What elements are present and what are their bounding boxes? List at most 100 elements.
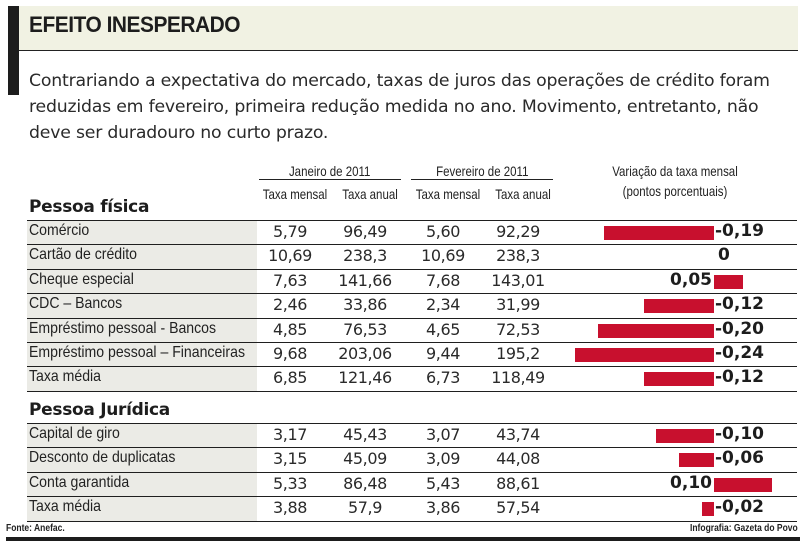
cell-jan-mensal: 2,46 [272, 295, 308, 315]
cell-fev-mensal: 5,60 [425, 222, 461, 241]
variation-bar [644, 299, 714, 314]
table-row: Cartão de crédito 10,69 238,3 10,69 238,3 0 [27, 244, 797, 269]
cell-jan-mensal: 3,15 [272, 449, 308, 469]
table-row: Capital de giro 3,17 45,43 3,07 43,74 -0,10 [27, 423, 797, 448]
cell-jan-mensal: 9,68 [272, 343, 308, 363]
variation-bar [679, 453, 714, 468]
variation-label: 0,05 [670, 269, 712, 290]
cell-jan-anual: 121,46 [338, 368, 392, 388]
cell-fev-mensal: 3,86 [425, 498, 461, 518]
cell-fev-anual: 238,3 [496, 246, 540, 266]
variation-label: -0,06 [715, 448, 764, 469]
row-label-cell: Conta garantida [27, 472, 257, 497]
jan-group-header: Janeiro de 2011 [259, 163, 401, 180]
table-row: Taxa média 3,88 57,9 3,86 57,54 -0,02 [27, 496, 797, 522]
cell-fev-mensal: 9,44 [425, 343, 461, 363]
cell-jan-mensal: 5,79 [272, 222, 308, 241]
variation-bar [702, 502, 714, 517]
row-label-cell: Cheque especial [27, 269, 257, 294]
row-label: Capital de giro [29, 425, 120, 442]
variation-bar [574, 347, 714, 362]
cell-fev-anual: 88,61 [496, 473, 540, 493]
row-label-cell: Taxa média [27, 367, 257, 391]
cell-jan-mensal: 4,85 [272, 319, 308, 339]
cell-fev-mensal: 3,07 [425, 425, 461, 444]
row-label: CDC – Bancos [29, 295, 123, 313]
row-label-cell: Comércio [27, 221, 257, 245]
variation-bar [644, 372, 714, 387]
cell-fev-mensal: 7,68 [425, 270, 461, 290]
row-label: Empréstimo pessoal – Financeiras [29, 343, 245, 361]
cell-jan-anual: 57,9 [347, 498, 383, 518]
row-label: Desconto de duplicatas [29, 449, 176, 467]
cell-jan-anual: 33,86 [343, 295, 387, 315]
row-label-cell: Cartão de crédito [27, 245, 257, 269]
row-label-cell: Empréstimo pessoal - Bancos [27, 318, 257, 342]
cell-fev-anual: 92,29 [496, 222, 540, 241]
cell-jan-anual: 76,53 [343, 319, 387, 339]
section-title-pf: Pessoa física [29, 197, 150, 217]
cell-jan-anual: 96,49 [343, 222, 387, 241]
cell-fev-anual: 118,49 [491, 368, 545, 388]
title-accent-bar [8, 6, 19, 95]
variation-label: -0,24 [715, 342, 764, 363]
bottom-rule [6, 537, 800, 541]
table-row: CDC – Bancos 2,46 33,86 2,34 31,99 -0,12 [27, 293, 797, 318]
cell-fev-anual: 43,74 [496, 425, 540, 444]
row-label-cell: Desconto de duplicatas [27, 448, 257, 472]
variation-bar [714, 477, 772, 492]
cell-jan-anual: 203,06 [338, 343, 392, 363]
table-row: Cheque especial 7,63 141,66 7,68 143,01 0,05 [27, 268, 797, 294]
variation-bar [603, 226, 714, 240]
variation-label: 0,10 [670, 472, 712, 493]
page-title: EFEITO INESPERADO [29, 12, 241, 37]
feb-annual-header: Taxa anual [495, 186, 551, 202]
cell-fev-anual: 195,2 [496, 343, 540, 363]
variation-label: -0,19 [715, 221, 764, 241]
table-pessoa-juridica: Capital de giro 3,17 45,43 3,07 43,74 -0,10 De… [27, 423, 797, 522]
cell-fev-mensal: 5,43 [425, 473, 461, 493]
variation-bar [598, 323, 714, 338]
title-bar [8, 6, 798, 51]
cell-fev-mensal: 4,65 [425, 319, 461, 339]
cell-jan-anual: 86,48 [343, 473, 387, 493]
table-row: Empréstimo pessoal - Bancos 4,85 76,53 4,65… [27, 317, 797, 342]
cell-fev-anual: 44,08 [496, 449, 540, 469]
row-label: Taxa média [29, 498, 102, 516]
cell-jan-mensal: 6,85 [272, 368, 308, 388]
cell-fev-mensal: 2,34 [425, 295, 461, 315]
variation-label: -0,12 [715, 294, 764, 315]
jan-annual-header: Taxa anual [342, 186, 398, 202]
table-row: Taxa média 6,85 121,46 6,73 118,49 -0,12 [27, 366, 797, 392]
source-note: Fonte: Anefac. [6, 523, 65, 534]
cell-jan-mensal: 10,69 [268, 246, 312, 266]
table-pessoa-fisica: Comércio 5,79 96,49 5,60 92,29 -0,19 Cartão de… [27, 220, 797, 392]
variation-header-line2: (pontos porcentuais) [622, 183, 728, 199]
cell-jan-mensal: 3,17 [272, 425, 308, 444]
variation-label: 0 [718, 245, 730, 266]
cell-jan-mensal: 5,33 [272, 473, 308, 493]
cell-fev-anual: 31,99 [496, 295, 540, 315]
feb-group-label: Fevereiro de 2011 [435, 163, 529, 179]
credit-note: Infografia: Gazeta do Povo [690, 523, 798, 534]
cell-fev-anual: 72,53 [496, 319, 540, 339]
row-label-cell: Taxa média [27, 497, 257, 521]
row-label: Taxa média [29, 368, 102, 386]
row-label-cell: Capital de giro [27, 424, 257, 448]
table-row: Desconto de duplicatas 3,15 45,09 3,09 44,08… [27, 447, 797, 472]
cell-jan-anual: 238,3 [343, 246, 387, 266]
variation-bar [656, 429, 714, 443]
cell-fev-mensal: 10,69 [421, 246, 465, 266]
variation-label: -0,12 [715, 367, 764, 388]
variation-label: -0,10 [715, 424, 764, 444]
variation-label: -0,20 [715, 318, 764, 339]
table-row: Empréstimo pessoal – Financeiras 9,68 203,… [27, 341, 797, 367]
cell-fev-mensal: 3,09 [425, 449, 461, 469]
feb-monthly-header: Taxa mensal [415, 186, 481, 202]
cell-fev-anual: 57,54 [496, 498, 540, 518]
variation-label: -0,02 [715, 497, 764, 518]
row-label-cell: CDC – Bancos [27, 294, 257, 318]
cell-jan-anual: 45,09 [343, 449, 387, 469]
variation-header-line1: Variação da taxa mensal [612, 163, 738, 179]
row-label: Comércio [29, 222, 90, 239]
